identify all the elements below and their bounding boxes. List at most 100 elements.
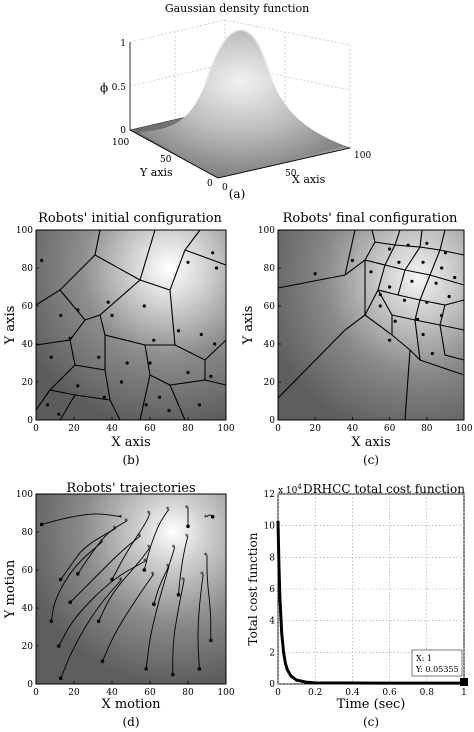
robot-point	[397, 260, 401, 264]
robot-point	[142, 304, 146, 308]
y-tick-label: 80	[22, 528, 34, 538]
y-tick-label: 12	[264, 490, 275, 500]
trajectory-start	[176, 592, 181, 597]
panel-c-title: Robots' final configuration	[283, 211, 458, 226]
robot-point	[152, 338, 156, 342]
robot-point	[393, 319, 397, 323]
robot-point	[421, 332, 425, 337]
panel-e-ylabel: Total cost function	[246, 532, 260, 645]
robot-point	[144, 403, 148, 407]
panel-d-trajectories: * *************** * **	[39, 504, 215, 681]
x-tick: 100	[354, 151, 371, 161]
trajectory-end: *	[138, 533, 142, 541]
trajectory-start	[110, 577, 114, 582]
robot-point	[97, 355, 101, 359]
robot-point	[76, 384, 80, 388]
panel-d-xlabel: X motion	[101, 697, 161, 712]
robot-point	[214, 266, 219, 270]
y-tick-label: 100	[16, 490, 33, 500]
trajectory-end: *	[204, 552, 208, 560]
trajectory-line	[69, 535, 141, 603]
panel-b-caption: (b)	[122, 453, 139, 467]
x-tick-label: 80	[182, 424, 194, 434]
trajectory-line	[60, 527, 117, 580]
panel-e-caption: (c)	[363, 715, 379, 729]
trajectory-start	[197, 667, 202, 671]
robot-point	[211, 251, 215, 255]
panel-e-exponent: x 104	[278, 483, 302, 496]
datatip-y: Y: 0.05355	[415, 665, 459, 674]
panel-c: Robots' final configuration	[241, 211, 473, 467]
robot-point	[125, 361, 129, 365]
robot-point	[406, 243, 410, 247]
y-tick-label: 100	[258, 226, 275, 236]
y-tick: 0	[207, 179, 213, 189]
y-tick-label: 40	[22, 604, 34, 614]
panel-c-ylabel: Y axis	[241, 306, 256, 346]
trajectory-end: *	[113, 525, 117, 533]
robot-point	[59, 313, 63, 318]
trajectory-start	[58, 676, 63, 681]
trajectory-start	[57, 644, 61, 648]
x-tick-label: 20	[309, 424, 321, 434]
trajectory-end: *	[151, 571, 155, 579]
y-tick-label: 80	[264, 264, 276, 274]
z-tick: 0	[120, 126, 126, 136]
panel-a-ylabel: Y axis	[139, 166, 173, 179]
trajectory-end: *	[147, 544, 151, 552]
panel-b-voronoi	[35, 229, 227, 421]
robot-point	[388, 285, 392, 289]
trajectory-start	[210, 515, 215, 519]
y-tick-label: 2	[269, 648, 275, 658]
robot-point	[425, 241, 429, 245]
robot-point	[157, 395, 162, 399]
panel-a-caption: (a)	[229, 187, 246, 201]
robot-point	[425, 300, 429, 304]
panel-e-xlabel: Time (sec)	[337, 697, 406, 712]
x-tick: 0	[222, 183, 228, 193]
z-tick: 0.5	[112, 83, 127, 93]
trajectory-line	[102, 573, 155, 662]
y-tick-label: 0	[27, 416, 33, 426]
y-tick-label: 0	[269, 680, 275, 690]
robot-point	[378, 293, 382, 297]
z-tick: 1	[120, 39, 126, 49]
y-tick-label: 20	[22, 642, 34, 652]
panel-c-xlabel: X axis	[351, 435, 390, 450]
y-tick-label: 20	[264, 378, 276, 388]
x-tick-label: 60	[144, 688, 156, 698]
robot-point	[453, 275, 457, 280]
x-tick-label: 0.8	[420, 688, 435, 698]
robot-point	[49, 355, 53, 359]
x-tick-label: 0	[275, 424, 281, 434]
x-tick-label: 0	[33, 424, 39, 434]
datatip-x: X: 1	[416, 654, 432, 663]
panel-a: Gaussian density function 1 0.	[100, 2, 371, 201]
y-tick-label: 60	[22, 566, 34, 576]
y-tick-label: 4	[269, 617, 275, 627]
panel-b: Robots' initial configuration 00 20 20 40 40…	[3, 211, 235, 467]
x-tick: 50	[285, 169, 297, 179]
x-tick-label: 80	[421, 424, 433, 434]
trajectory-start	[171, 672, 175, 677]
robot-point	[402, 298, 407, 302]
trajectory-line	[172, 579, 185, 675]
trajectory-end: *	[147, 510, 151, 518]
trajectory-line	[145, 566, 170, 669]
panel-c-caption: (c)	[363, 453, 379, 467]
trajectory-line	[111, 512, 151, 580]
trajectory-end: *	[100, 539, 104, 547]
panel-d: Robots' trajectories * *************** * **…	[3, 481, 235, 729]
panel-e-datatip-marker[interactable]	[460, 678, 468, 686]
robot-point	[350, 258, 354, 262]
y-tick: 50	[160, 155, 172, 165]
x-tick-label: 0.2	[308, 688, 322, 698]
panel-a-zticks: 1 0.5 0	[112, 39, 127, 136]
trajectory-end: *	[119, 514, 123, 522]
y-tick-label: 0	[269, 416, 275, 426]
x-tick-label: 40	[347, 424, 359, 434]
panel-b-ticks: 00 20 20 40 40 60 60 80 80 100 100	[16, 226, 235, 434]
trajectory-end: *	[119, 577, 123, 585]
